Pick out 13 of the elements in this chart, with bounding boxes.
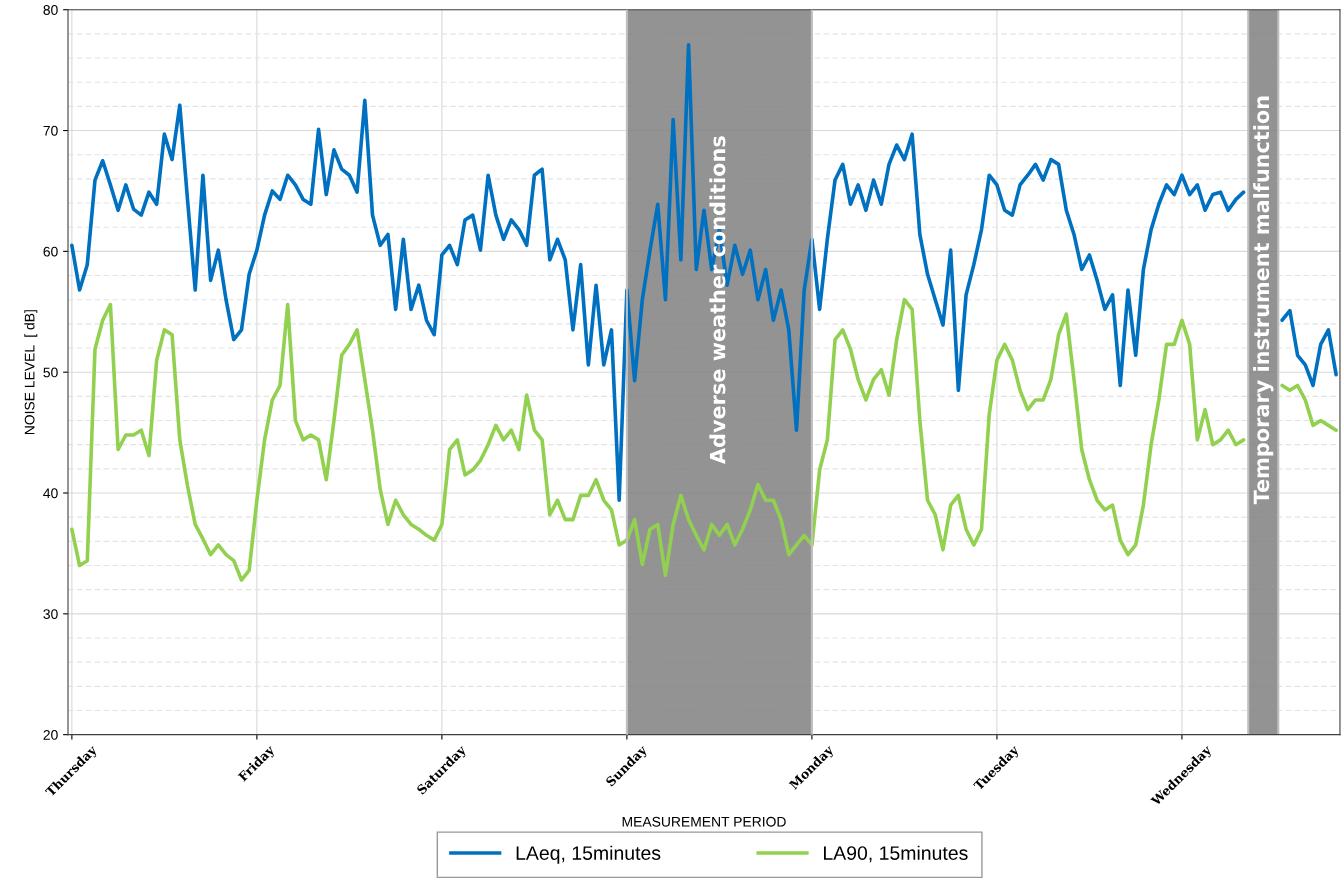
y-tick-label: 40	[43, 488, 58, 499]
y-tick-label: 60	[43, 246, 58, 257]
legend-label: LAeq, 15minutes	[516, 845, 661, 864]
y-axis-title: NOISE LEVEL [ dB]	[24, 310, 38, 435]
y-tick-label: 50	[43, 367, 58, 378]
y-tick-label: 70	[43, 125, 58, 136]
y-tick-label: 20	[43, 729, 58, 740]
y-tick-label: 30	[43, 609, 58, 619]
x-axis-title: MEASUREMENT PERIOD	[622, 816, 786, 827]
band-label: Adverse weather conditions	[709, 136, 726, 465]
y-tick-label: 80	[43, 5, 58, 15]
legend-label: LA90, 15minutes	[824, 845, 968, 863]
annotation: Temporary instrument malfunction	[1253, 96, 1274, 505]
